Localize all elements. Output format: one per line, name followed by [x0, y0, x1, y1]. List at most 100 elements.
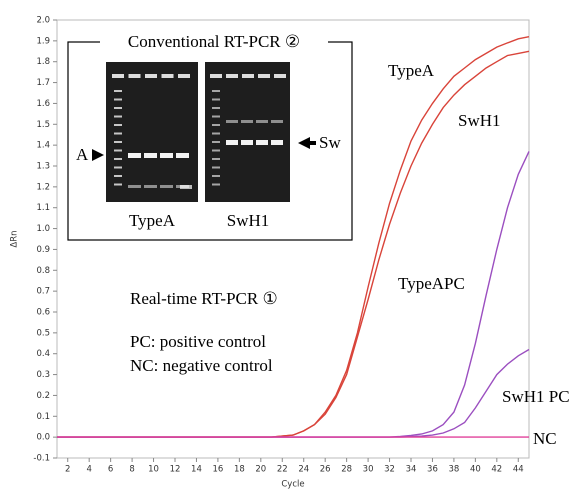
x-tick-label: 8 [129, 465, 134, 475]
band [226, 140, 238, 145]
band [212, 149, 220, 152]
band [212, 158, 220, 160]
gel [106, 62, 198, 202]
x-tick-label: 40 [470, 465, 481, 475]
band [271, 140, 283, 145]
band [114, 166, 122, 169]
lane-label: TypeA [129, 211, 176, 230]
x-tick-label: 36 [427, 465, 438, 475]
y-tick-label: 0.7 [36, 287, 50, 297]
band [212, 132, 220, 135]
band [180, 185, 192, 189]
lane-label: SwH1 [227, 211, 270, 230]
band [212, 183, 220, 186]
band [212, 166, 220, 169]
y-tick-label: 1.8 [36, 57, 50, 67]
y-tick-label: 0.3 [36, 370, 50, 380]
x-tick-label: 14 [191, 465, 202, 475]
band [114, 183, 122, 186]
series-label: TypeAPC [398, 274, 465, 293]
y-tick-label: 1.1 [36, 203, 50, 213]
band [242, 74, 254, 78]
band [114, 175, 122, 177]
gel-marker: Sw [319, 133, 341, 152]
band [144, 153, 157, 158]
band [226, 74, 238, 78]
x-tick-label: 32 [384, 465, 395, 475]
band [145, 74, 157, 78]
y-tick-label: 0.8 [36, 266, 50, 276]
y-tick-label: -0.1 [33, 454, 50, 464]
band [114, 124, 122, 126]
gel [205, 62, 290, 202]
x-tick-label: 38 [448, 465, 459, 475]
band [274, 74, 286, 78]
y-tick-label: 0.9 [36, 245, 50, 255]
series-label: SwH1 [458, 111, 501, 130]
x-tick-label: 16 [212, 465, 223, 475]
band [114, 158, 122, 160]
band [160, 153, 173, 158]
arrow [92, 149, 104, 161]
band [258, 74, 270, 78]
band [161, 74, 174, 78]
annotation: NC: negative control [130, 356, 273, 375]
y-tick-label: 0.0 [36, 433, 50, 443]
x-tick-label: 12 [170, 465, 181, 475]
x-tick-label: 42 [491, 465, 502, 475]
y-tick-label: 2.0 [36, 16, 50, 26]
arrow [308, 141, 316, 145]
band [210, 74, 222, 78]
y-tick-label: 0.6 [36, 308, 50, 318]
band [128, 74, 141, 78]
band [256, 140, 268, 145]
annotation: PC: positive control [130, 332, 266, 351]
y-tick-label: 0.2 [36, 391, 50, 401]
band [114, 90, 122, 92]
y-tick-label: 0.1 [36, 412, 50, 422]
x-tick-label: 10 [148, 465, 159, 475]
x-tick-label: 20 [255, 465, 266, 475]
x-tick-label: 26 [320, 465, 331, 475]
y-axis-label: ΔRn [10, 230, 20, 247]
x-tick-label: 6 [108, 465, 113, 475]
plot: -0.1 0.0 0.1 0.2 0.3 0.4 0.5 0.6 0.7 0.8 0.9 1.0 1.1… [33, 16, 569, 475]
band [212, 175, 220, 177]
y-tick-label: 1.0 [36, 224, 50, 234]
band [212, 107, 220, 109]
x-tick-label: 2 [65, 465, 70, 475]
band [112, 74, 124, 78]
y-tick-label: 1.6 [36, 99, 50, 109]
x-tick-label: 4 [86, 465, 91, 475]
band [160, 185, 173, 188]
x-axis-label: Cycle [281, 480, 304, 490]
series-label: TypeA [388, 61, 435, 80]
y-tick-label: 1.4 [36, 141, 50, 151]
band [128, 185, 141, 188]
y-tick-label: 1.5 [36, 120, 50, 130]
x-tick-label: 22 [277, 465, 288, 475]
y-tick-label: 1.7 [36, 78, 50, 88]
band [144, 185, 157, 188]
band [212, 141, 220, 143]
band [212, 124, 220, 126]
band [176, 153, 189, 158]
x-tick-label: 44 [513, 465, 524, 475]
band [226, 120, 238, 123]
band [114, 115, 122, 118]
band [212, 98, 220, 101]
band [256, 120, 268, 123]
band [241, 120, 253, 123]
x-tick-label: 18 [234, 465, 245, 475]
y-tick-label: 1.9 [36, 36, 50, 46]
gel-marker: A [76, 145, 89, 164]
band [212, 90, 220, 92]
band [178, 74, 190, 78]
series-label: NC [533, 429, 557, 448]
x-tick-label: 34 [406, 465, 417, 475]
arrow [298, 137, 310, 149]
y-tick-label: 0.4 [36, 349, 50, 359]
series-label: SwH1 PC [502, 387, 570, 406]
band [212, 115, 220, 118]
